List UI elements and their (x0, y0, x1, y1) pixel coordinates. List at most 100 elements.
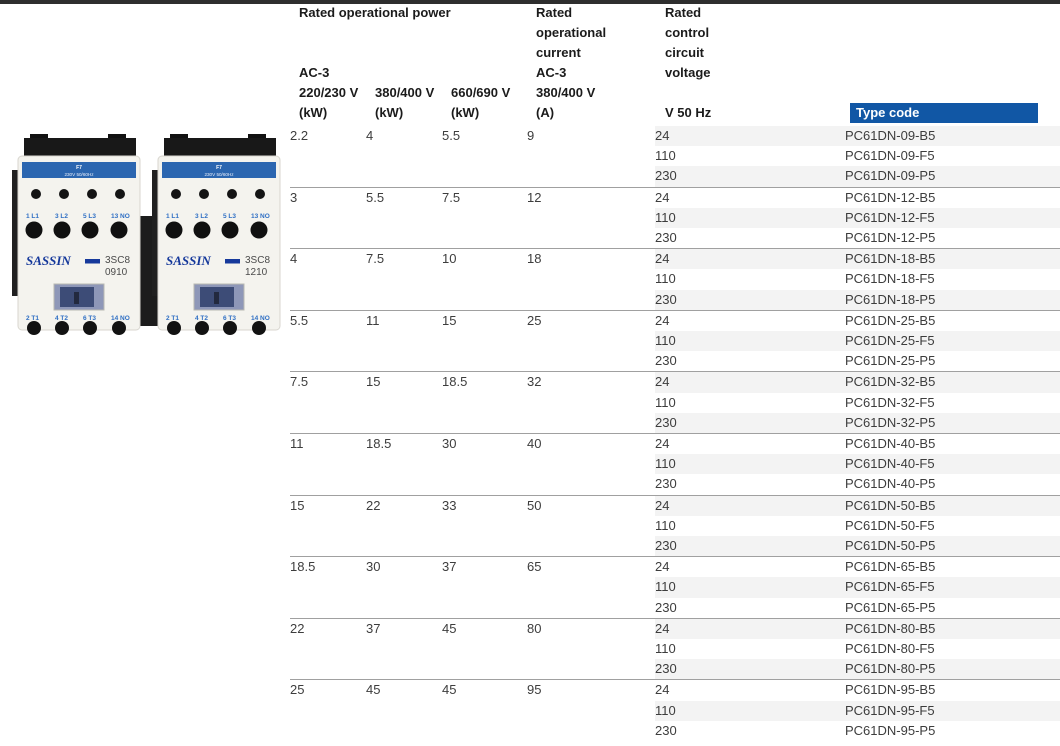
type-code-cell: PC61DN-40-P5 (845, 476, 936, 492)
power-660-cell (442, 577, 527, 597)
terminal-label: 4 T2 (195, 315, 208, 322)
table-row: 11 18.5 30 40 24 PC61DN-40-B5 (290, 433, 1060, 455)
screw-icon (221, 221, 239, 239)
screw-icon (53, 221, 71, 239)
current-cell: 80 (527, 617, 655, 640)
power-660-cell (442, 331, 527, 351)
coil-band (22, 162, 136, 178)
terminal-label: 13 NO (111, 213, 130, 220)
screw-icon (165, 221, 183, 239)
screw-icon (252, 321, 266, 335)
power-380-cell: 18.5 (366, 433, 442, 455)
table-row: 3 5.5 7.5 12 24 PC61DN-12-B5 (290, 186, 1060, 208)
power-660-cell (442, 474, 527, 495)
power-660-cell (442, 393, 527, 413)
screw-icon (193, 221, 211, 239)
power-380-cell (366, 269, 442, 289)
current-cell (527, 393, 655, 413)
power-220-cell (290, 639, 366, 659)
type-code-cell: PC61DN-09-B5 (845, 126, 1060, 147)
type-code-cell: PC61DN-09-F5 (845, 148, 935, 164)
table-row: 230 PC61DN-40-P5 (290, 474, 1060, 495)
control-voltage-cell: 230 (655, 166, 845, 188)
control-voltage-cell: 230 (655, 722, 677, 738)
current-cell (527, 721, 655, 741)
contactor-body (157, 155, 281, 331)
spec-table-area: Rated operational power AC-3 220/230 V (… (290, 0, 1060, 746)
type-code-cell: PC61DN-40-F5 (845, 454, 1060, 475)
power-660-cell: 15 (442, 309, 527, 332)
power-220-cell (290, 413, 366, 434)
screw-icon (255, 189, 265, 199)
type-code-cell: PC61DN-95-B5 (845, 679, 1060, 701)
table-row: 230 PC61DN-12-P5 (290, 228, 1060, 249)
header-rated-operational-current: Rated operational current AC-3 380/400 V… (536, 5, 607, 121)
bottom-rule (0, 0, 1060, 4)
terminal-label: 3 L2 (55, 213, 68, 220)
power-380-cell (366, 639, 442, 659)
type-code-cell: PC61DN-65-F5 (845, 577, 1060, 598)
power-220-cell (290, 516, 366, 536)
type-code-cell: PC61DN-50-F5 (845, 517, 935, 533)
power-380-cell (366, 146, 442, 166)
screw-icon (227, 189, 237, 199)
coil-voltage-label: 230V 50/60Hz (204, 172, 234, 177)
type-code-cell: PC61DN-80-B5 (845, 617, 1060, 640)
terminal-label: 1 L1 (166, 213, 179, 220)
control-voltage-cell: 230 (655, 536, 845, 557)
coil-label: F7 (76, 165, 82, 171)
brand-text: SASSIN (166, 253, 211, 268)
control-voltage-cell: 110 (655, 394, 676, 410)
control-voltage-cell: 24 (655, 433, 845, 455)
power-380-cell (366, 228, 442, 249)
terminal-label: 14 NO (251, 315, 270, 322)
control-voltage-cell: 24 (655, 248, 845, 270)
table-row: 230 PC61DN-18-P5 (290, 289, 1060, 311)
power-380-cell: 30 (366, 556, 442, 578)
screw-icon (25, 221, 43, 239)
power-220-cell: 15 (290, 494, 366, 516)
current-cell (527, 146, 655, 166)
control-voltage-cell: 24 (655, 126, 845, 147)
coil-voltage-label: 230V 50/60Hz (64, 172, 94, 177)
current-cell (527, 290, 655, 311)
power-380-cell (366, 351, 442, 372)
table-row: 15 22 33 50 24 PC61DN-50-B5 (290, 494, 1060, 516)
type-code-cell: PC61DN-32-F5 (845, 394, 935, 410)
table-row: 25 45 45 95 24 PC61DN-95-B5 (290, 679, 1060, 701)
current-cell (527, 659, 655, 680)
power-220-cell (290, 721, 366, 741)
type-code-cell: PC61DN-32-B5 (845, 371, 1060, 393)
control-voltage-cell: 110 (655, 454, 845, 475)
power-380-cell (366, 290, 442, 311)
table-row: 110 PC61DN-12-F5 (290, 207, 1060, 229)
brand-text: SASSIN (26, 253, 71, 268)
header-rated-control-voltage: Rated control circuit voltage (665, 5, 711, 81)
header-col-660-690: 660/690 V (kW) (451, 85, 511, 121)
coil-label: F7 (216, 165, 222, 171)
control-voltage-cell: 24 (655, 494, 845, 516)
type-code-cell: PC61DN-18-B5 (845, 248, 1060, 270)
current-cell: 65 (527, 556, 655, 578)
power-220-cell (290, 474, 366, 495)
screw-icon (55, 321, 69, 335)
terminal-label: 5 L3 (83, 213, 96, 220)
type-code-cell: PC61DN-95-P5 (845, 722, 936, 738)
control-voltage-cell: 110 (655, 207, 845, 229)
power-220-cell (290, 351, 366, 372)
type-code-cell: PC61DN-50-B5 (845, 494, 1060, 516)
power-380-cell (366, 659, 442, 680)
spec-table-body: 2.2 4 5.5 9 24 PC61DN-09-B5 110 PC61DN-09-F5 230… (290, 126, 1060, 741)
power-660-cell (442, 290, 527, 311)
power-660-cell: 5.5 (442, 128, 461, 143)
power-220-cell: 5.5 (290, 309, 366, 332)
screw-icon (83, 321, 97, 335)
table-row: 110 PC61DN-80-F5 (290, 639, 1060, 659)
table-row: 22 37 45 80 24 PC61DN-80-B5 (290, 617, 1060, 640)
power-660-cell (442, 208, 527, 228)
power-660-cell (442, 516, 527, 536)
power-660-cell: 33 (442, 494, 527, 516)
table-row: 230 PC61DN-32-P5 (290, 412, 1060, 434)
terminal-label: 5 L3 (223, 213, 236, 220)
